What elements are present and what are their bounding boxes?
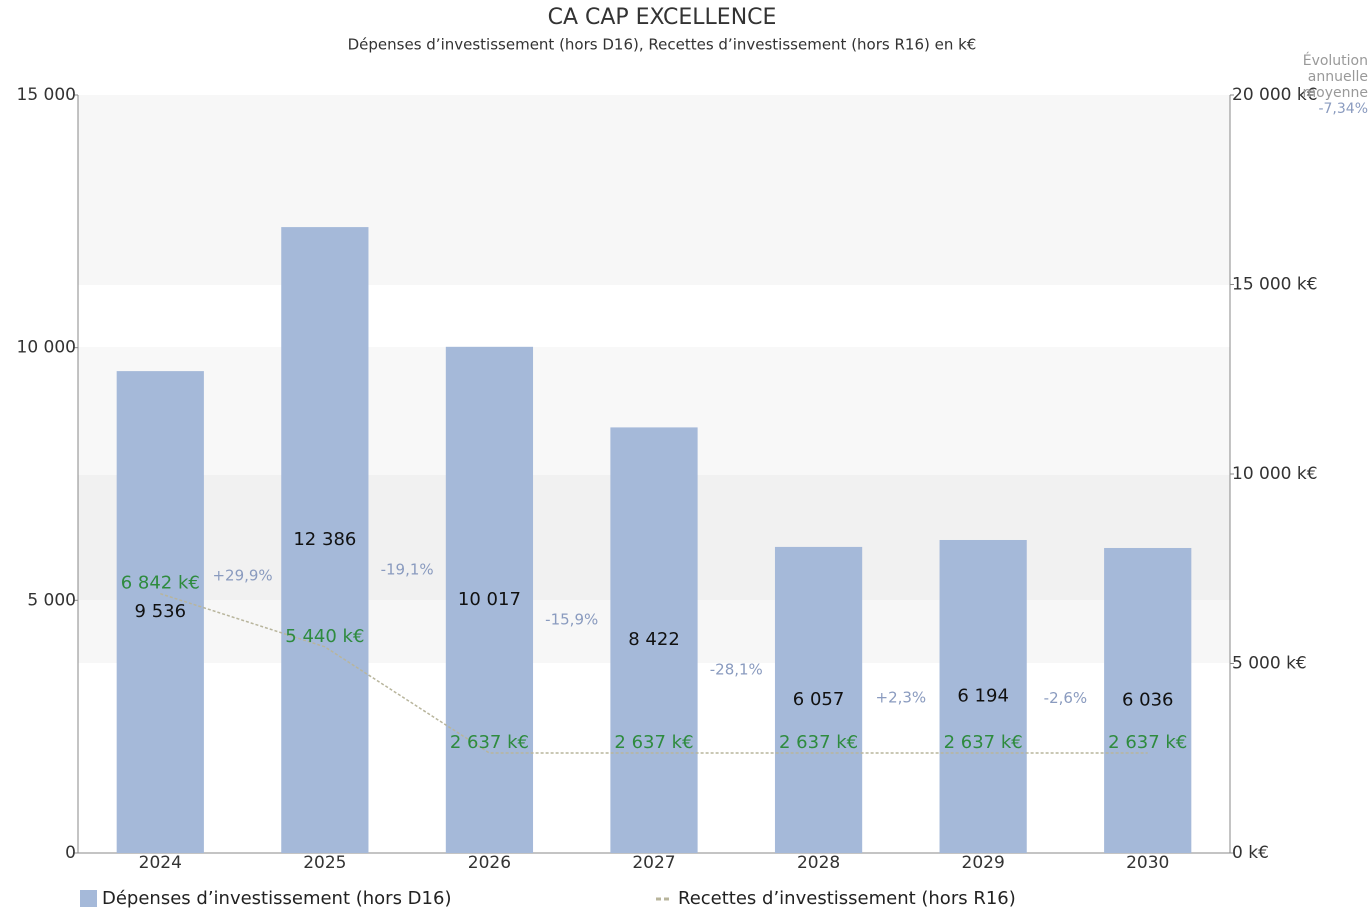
bar (1104, 547, 1192, 853)
growth-label: +29,9% (212, 567, 272, 585)
line-value-label: 2 637 k€ (614, 732, 693, 753)
bar-value-label: 6 036 (1122, 689, 1174, 710)
y2-tick-label: 20 000 k€ (1232, 85, 1318, 105)
x-tick-label: 2029 (962, 853, 1005, 873)
bar (774, 546, 863, 853)
line-value-label: 5 440 k€ (285, 626, 364, 647)
average-label: -7,34% (1318, 101, 1368, 117)
y-tick-label: 10 000 (17, 338, 76, 358)
y-tick-label: 0 (65, 843, 76, 863)
growth-label: -15,9% (545, 611, 598, 629)
y2-tick-label: 5 000 k€ (1232, 654, 1307, 674)
growth-label: -2,6% (1044, 689, 1088, 707)
line-value-label: 2 637 k€ (779, 732, 858, 753)
bar (939, 539, 1027, 853)
growth-label: -19,1% (381, 560, 434, 578)
line-value-label: 2 637 k€ (1108, 732, 1187, 753)
bar (116, 371, 204, 853)
x-tick-label: 2024 (139, 853, 182, 873)
y2-tick-label: 15 000 k€ (1232, 275, 1318, 295)
y-tick-label: 5 000 (27, 590, 76, 610)
y2-tick-label: 10 000 k€ (1232, 464, 1318, 484)
bar-value-label: 10 017 (458, 589, 521, 610)
average-label: moyenne (1303, 85, 1368, 101)
growth-label: +2,3% (876, 689, 927, 707)
bar (445, 346, 534, 853)
x-tick-label: 2026 (468, 853, 511, 873)
legend-label: Dépenses d’investissement (hors D16) (102, 888, 451, 909)
bar-value-label: 8 422 (628, 629, 680, 650)
chart-subtitle: Dépenses d’investissement (hors D16), Re… (348, 36, 977, 54)
chart-title: CA CAP EXCELLENCE (548, 5, 777, 30)
growth-label: -28,1% (710, 661, 763, 679)
bar (610, 427, 698, 853)
legend-label: Recettes d’investissement (hors R16) (678, 888, 1016, 909)
x-tick-label: 2027 (632, 853, 675, 873)
line-value-label: 2 637 k€ (450, 732, 529, 753)
line-value-label: 6 842 k€ (121, 573, 200, 594)
line-value-label: 2 637 k€ (944, 732, 1023, 753)
line (160, 592, 1148, 754)
x-tick-label: 2028 (797, 853, 840, 873)
y2-tick-label: 0 k€ (1232, 843, 1269, 863)
bar (281, 227, 369, 854)
bar-value-label: 6 194 (957, 685, 1009, 706)
y-tick-label: 15 000 (17, 85, 76, 105)
average-label: Évolution (1303, 52, 1368, 69)
bar-value-label: 6 057 (793, 689, 845, 710)
average-label: annuelle (1308, 69, 1368, 85)
legend-swatch (80, 890, 97, 907)
x-tick-label: 2025 (303, 853, 346, 873)
bar-value-label: 12 386 (293, 529, 356, 550)
bar-value-label: 9 536 (135, 601, 187, 622)
x-tick-label: 2030 (1126, 853, 1169, 873)
